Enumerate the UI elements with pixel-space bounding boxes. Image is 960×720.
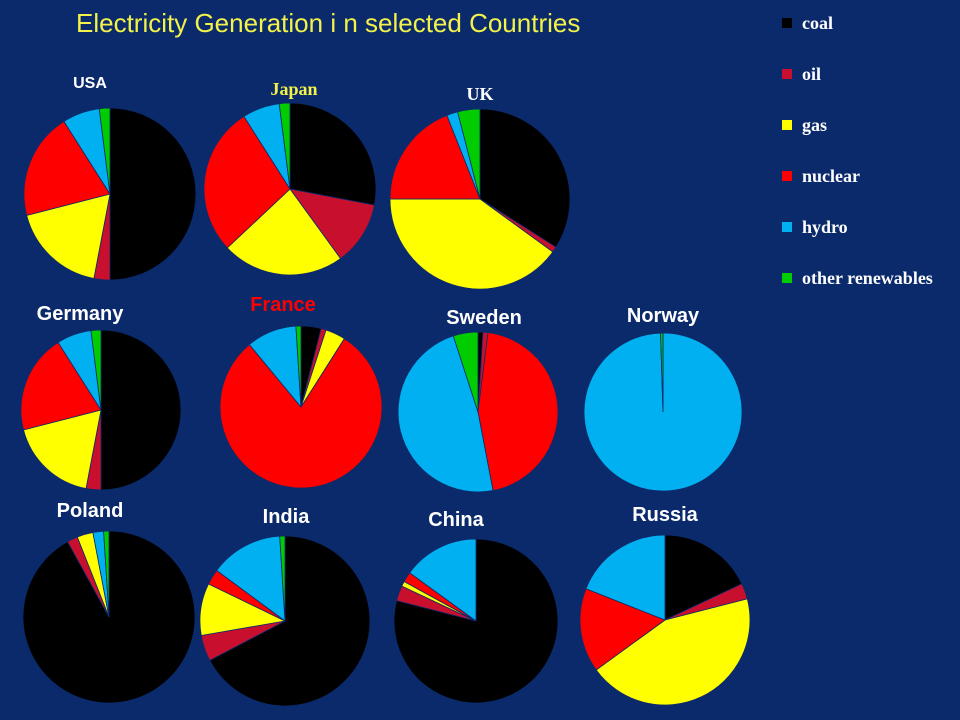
- country-label-france: France: [250, 294, 316, 316]
- country-label-china: China: [428, 509, 484, 531]
- pie-russia: [579, 534, 751, 706]
- legend-swatch-hydro: [782, 222, 792, 232]
- slice-norway-other-renewables: [660, 332, 664, 413]
- pie-india: [199, 535, 371, 707]
- slice-russia-coal: [664, 534, 743, 621]
- legend-swatch-oil: [782, 69, 792, 79]
- slice-usa-gas: [26, 193, 111, 279]
- pie-france: [219, 325, 383, 489]
- slice-india-coal: [209, 535, 371, 707]
- slice-india-hydro: [216, 535, 286, 622]
- pie-poland: [22, 530, 196, 704]
- chart-title: Electricity Generation i n selected Coun…: [76, 8, 581, 38]
- slice-usa-nuclear: [23, 120, 111, 216]
- slice-india-other-renewables: [279, 535, 286, 622]
- slice-france-other-renewables: [295, 325, 302, 408]
- slice-japan-nuclear: [203, 115, 291, 249]
- country-label-usa: USA: [73, 75, 107, 92]
- legend-label: hydro: [802, 217, 848, 237]
- slice-germany-nuclear: [20, 341, 102, 431]
- slice-japan-oil: [289, 188, 375, 260]
- country-label-norway: Norway: [627, 305, 700, 327]
- slice-japan-other-renewables: [278, 102, 291, 190]
- country-label-japan: Japan: [270, 79, 317, 99]
- legend-item-gas: gas: [782, 114, 942, 136]
- pie-japan: [203, 102, 377, 276]
- pie-germany: [20, 329, 182, 491]
- country-label-uk: UK: [467, 84, 494, 104]
- legend-label: nuclear: [802, 166, 860, 186]
- slice-uk-nuclear: [389, 114, 481, 200]
- slice-germany-other-renewables: [90, 329, 102, 411]
- legend-swatch-coal: [782, 18, 792, 28]
- pie-china: [393, 538, 559, 704]
- legend-swatch-nuclear: [782, 171, 792, 181]
- pie-sweden: [397, 331, 559, 493]
- legend-item-hydro: hydro: [782, 216, 942, 238]
- country-label-sweden: Sweden: [446, 307, 522, 329]
- legend-swatch-gas: [782, 120, 792, 130]
- slice-france-nuclear: [219, 338, 383, 489]
- legend-item-coal: coal: [782, 12, 942, 34]
- slice-uk-gas: [389, 198, 554, 290]
- slice-sweden-nuclear: [477, 332, 559, 492]
- legend-item-nuclear: nuclear: [782, 165, 942, 187]
- slice-china-hydro: [409, 538, 477, 622]
- pie-uk: [389, 108, 571, 290]
- legend-swatch-other-renewables: [782, 273, 792, 283]
- slice-japan-coal: [289, 102, 377, 206]
- pie-norway: [583, 332, 743, 492]
- slice-germany-coal: [100, 329, 182, 491]
- country-label-poland: Poland: [57, 500, 124, 522]
- country-label-russia: Russia: [632, 504, 698, 526]
- legend-label: coal: [802, 13, 833, 33]
- pie-usa: [23, 107, 197, 281]
- slice-uk-coal: [479, 108, 571, 248]
- legend-label: other renewables: [802, 268, 933, 288]
- slice-poland-other-renewables: [103, 530, 110, 618]
- slice-germany-gas: [23, 409, 102, 490]
- slice-uk-other-renewables: [457, 108, 481, 200]
- pie-charts: USA Japan UK Germany France Sweden Norway Polan…: [20, 75, 751, 707]
- slice-sweden-other-renewables: [452, 331, 479, 413]
- slice-russia-nuclear: [579, 588, 666, 671]
- country-label-germany: Germany: [37, 303, 125, 325]
- slice-usa-coal: [109, 107, 197, 281]
- legend-label: gas: [802, 115, 828, 135]
- slice-usa-other-renewables: [98, 107, 111, 195]
- country-label-india: India: [263, 506, 311, 528]
- slice-russia-hydro: [585, 534, 666, 621]
- legend-item-other-renewables: other renewables: [782, 267, 942, 289]
- slice-sweden-hydro: [397, 335, 494, 493]
- legend-item-oil: oil: [782, 63, 942, 85]
- slice-japan-gas: [226, 188, 342, 276]
- legend-label: oil: [802, 64, 822, 84]
- slice-russia-gas: [595, 598, 751, 706]
